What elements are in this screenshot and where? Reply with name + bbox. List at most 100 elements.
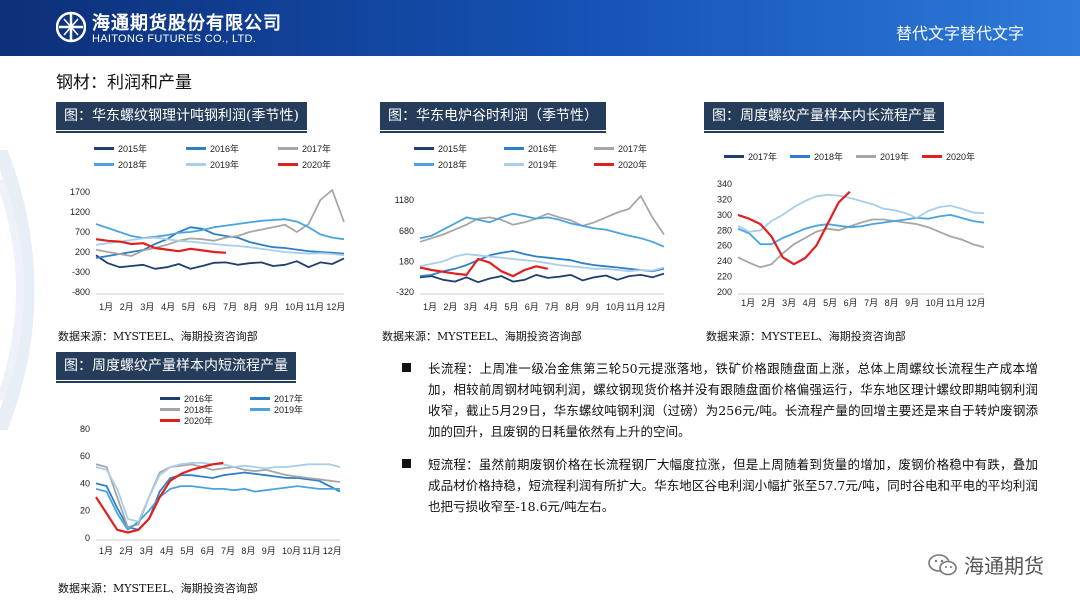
y-tick-label: -800 — [72, 287, 90, 297]
legend-label: 2020年 — [184, 416, 214, 426]
legend-label: 2020年 — [946, 152, 976, 162]
series-line-2017年 — [737, 218, 985, 269]
company-logo-icon — [56, 11, 86, 43]
legend-label: 2017年 — [748, 152, 778, 162]
header-alt-text: 替代文字替代文字 — [895, 24, 1024, 43]
y-tick-label: 180 — [399, 256, 414, 266]
x-tick-label: 10月 — [285, 302, 304, 312]
y-tick-label: 1700 — [70, 187, 90, 197]
x-tick-label: 3月 — [140, 302, 154, 312]
y-tick-label: 80 — [80, 424, 90, 434]
x-tick-label: 7月 — [545, 302, 559, 312]
legend-item: 2020年 — [594, 158, 647, 171]
x-tick-label: 4月 — [161, 302, 175, 312]
y-tick-label: 260 — [717, 241, 732, 251]
legend-item: 2017年 — [250, 392, 303, 405]
legend-item: 2019年 — [856, 150, 909, 163]
legend-item: 2019年 — [250, 403, 303, 416]
x-tick-label: 2月 — [120, 302, 134, 312]
y-tick-label: 320 — [717, 194, 732, 204]
panel-rebar-profit: 图：华东螺纹钢理计吨钢利润(季节性) 2015年 2016年 2017年 201… — [56, 102, 356, 350]
x-tick-label: 8月 — [565, 302, 579, 312]
legend-item: 2018年 — [94, 158, 147, 171]
series-line-2015年 — [419, 272, 665, 284]
legend-label: 2020年 — [302, 160, 332, 170]
x-tick-label: 11月 — [306, 302, 324, 312]
panel-short-process-output: 图：周度螺纹产量样本内短流程产量 2016年 2017年 2018年 2019年… — [56, 352, 356, 602]
background-decoration — [0, 150, 35, 430]
y-tick-label: 300 — [717, 210, 732, 220]
x-tick-label: 8月 — [244, 302, 258, 312]
legend-label: 2017年 — [302, 144, 332, 154]
legend-item: 2019年 — [504, 158, 557, 171]
legend-label: 2016年 — [184, 394, 214, 404]
x-tick-label: 12月 — [323, 546, 342, 556]
y-tick-label: 60 — [80, 451, 90, 461]
panel-title: 图：周度螺纹产量样本内短流程产量 — [56, 352, 296, 383]
y-tick-label: 700 — [75, 227, 90, 237]
legend-label: 2018年 — [184, 405, 214, 415]
series-line-2019年 — [737, 193, 985, 233]
paragraph-long-process: 长流程：上周准一级冶金焦第三轮50元提涨落地，铁矿价格跟随盘面上涨，总体上周螺纹… — [402, 358, 1038, 442]
x-tick-label: 6月 — [844, 298, 858, 308]
legend-item: 2015年 — [94, 142, 147, 155]
x-tick-label: 2月 — [762, 298, 776, 308]
legend-swatch — [278, 147, 298, 150]
legend-item: 2017年 — [594, 142, 647, 155]
legend-item: 2018年 — [414, 158, 467, 171]
x-tick-label: 7月 — [223, 302, 237, 312]
legend-swatch — [724, 155, 744, 158]
legend-swatch — [504, 147, 524, 150]
series-line-2018年 — [419, 212, 665, 248]
y-tick-label: 240 — [717, 256, 732, 266]
x-tick-label: 1月 — [423, 302, 437, 312]
legend-label: 2016年 — [210, 144, 240, 154]
chart-legend: 2015年 2016年 2017年 2018年 2019年 2020年 — [56, 142, 356, 174]
series-line-2018年 — [737, 214, 985, 246]
y-tick-label: 20 — [80, 506, 90, 516]
y-tick-label: 340 — [717, 179, 732, 189]
legend-swatch — [160, 408, 180, 411]
series-line-2019年 — [95, 236, 345, 257]
series-line-2020年 — [95, 461, 224, 534]
series-line-2016年 — [419, 250, 665, 277]
legend-item: 2020年 — [160, 414, 213, 427]
y-tick-label: 280 — [717, 225, 732, 235]
chart-eaf-profit: 1180 680 180 -320 1月 2月 3月 4月 5月 6月 7月 8月 9月 10月 11月 12… — [395, 195, 666, 312]
panel-eaf-profit: 图：华东电炉谷时利润（季节性） 2015年 2016年 2017年 2018年 … — [380, 102, 680, 350]
series-line-2018年 — [95, 485, 340, 531]
legend-swatch — [250, 408, 270, 411]
x-tick-label: 9月 — [905, 298, 919, 308]
x-tick-label: 12月 — [647, 302, 666, 312]
x-tick-label: 4月 — [484, 302, 498, 312]
legend-label: 2018年 — [118, 160, 148, 170]
company-name-en: HAITONG FUTURES CO., LTD. — [92, 33, 257, 45]
y-tick-label: 200 — [717, 287, 732, 297]
legend-label: 2017年 — [274, 394, 304, 404]
legend-label: 2018年 — [438, 160, 468, 170]
x-tick-label: 2月 — [443, 302, 457, 312]
watermark-text: 海通期货 — [964, 554, 1044, 578]
legend-item: 2020年 — [278, 158, 331, 171]
x-tick-label: 8月 — [241, 546, 255, 556]
series-line-2016年 — [95, 226, 345, 259]
legend-label: 2019年 — [210, 160, 240, 170]
wechat-icon — [928, 553, 957, 575]
x-tick-label: 9月 — [262, 546, 276, 556]
legend-label: 2019年 — [880, 152, 910, 162]
legend-item: 2018年 — [790, 150, 843, 163]
chart-long-process-output: 340 320 300 280 260 240 220 200 1月 2月 3月 4月 5月 6月 7月 8月… — [717, 179, 986, 308]
x-tick-label: 6月 — [202, 302, 216, 312]
legend-swatch — [186, 163, 206, 166]
data-source: 数据来源：MYSTEEL、海期投资咨询部 — [706, 330, 906, 343]
series-line-2016年 — [95, 471, 341, 531]
y-tick-label: -320 — [396, 287, 414, 297]
legend-label: 2015年 — [438, 144, 468, 154]
legend-swatch — [94, 147, 114, 150]
x-tick-label: 11月 — [946, 298, 964, 308]
data-source: 数据来源：MYSTEEL、海期投资咨询部 — [58, 330, 258, 343]
data-source: 数据来源：MYSTEEL、海期投资咨询部 — [58, 582, 258, 595]
panel-title: 图：华东螺纹钢理计吨钢利润(季节性) — [56, 102, 307, 133]
x-tick-label: 1月 — [99, 546, 113, 556]
legend-swatch — [414, 163, 434, 166]
